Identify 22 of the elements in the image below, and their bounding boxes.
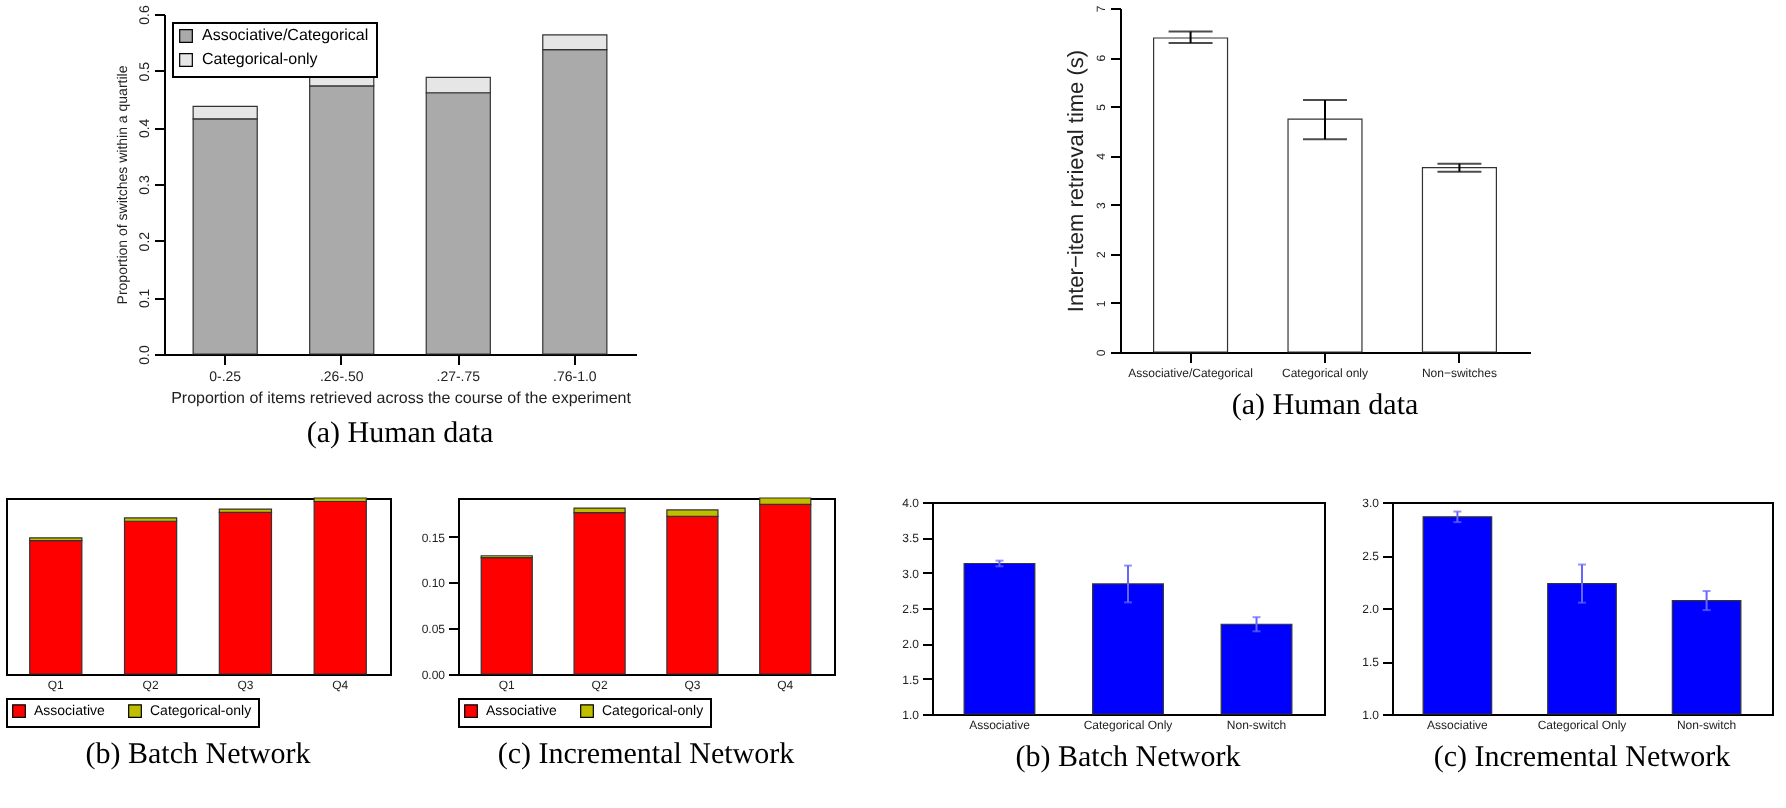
text: (a) Human data — [1231, 390, 1419, 422]
text: (c) Incremental Network — [1433, 742, 1732, 774]
bar — [309, 85, 375, 355]
bar — [759, 503, 812, 675]
bar — [573, 512, 626, 675]
legend-label: Associative/Categorical — [202, 26, 369, 44]
bar — [123, 520, 178, 675]
bar — [218, 511, 273, 675]
bar — [1153, 37, 1229, 353]
bar — [1287, 118, 1363, 353]
text: (b) Batch Network — [85, 739, 312, 771]
y-axis-title: Inter−item retrieval time (s) — [1065, 49, 1089, 313]
bar — [313, 500, 367, 675]
text: (c) Incremental Network — [497, 739, 796, 771]
bar — [480, 556, 533, 675]
bar — [666, 515, 719, 675]
bar — [1421, 167, 1497, 353]
x-axis-title: Proportion of items retrieved across the course of the experiment — [171, 389, 633, 407]
text: (a) Human data — [306, 418, 494, 450]
text: (b) Batch Network — [1015, 742, 1242, 774]
bar — [29, 539, 83, 675]
legend-label: Categorical-only — [202, 50, 318, 68]
